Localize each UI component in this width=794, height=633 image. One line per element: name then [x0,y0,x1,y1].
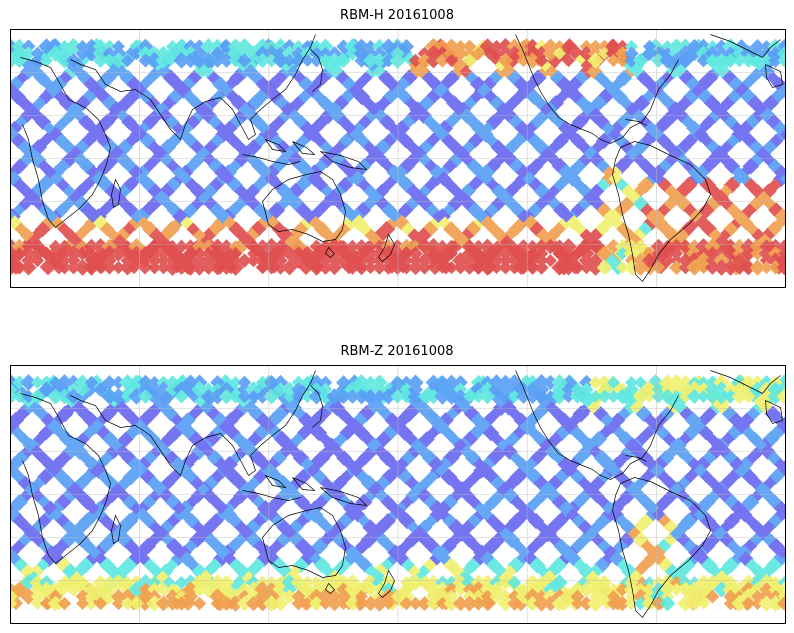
graticule [10,29,786,288]
panel-rbm-h: RBM-H 20161008 [0,0,794,300]
graticule [10,365,786,624]
panel-title: RBM-Z 20161008 [340,344,454,359]
coastlines [20,370,783,619]
panel-rbm-z: RBM-Z 20161008 [0,336,794,633]
polar-coverage [10,38,786,276]
map-rbm-z [10,365,786,624]
map-frame [10,365,786,624]
map-rbm-h [10,29,786,288]
panel-title: RBM-H 20161008 [340,8,454,23]
map-frame [10,29,786,288]
coastlines [20,34,783,283]
